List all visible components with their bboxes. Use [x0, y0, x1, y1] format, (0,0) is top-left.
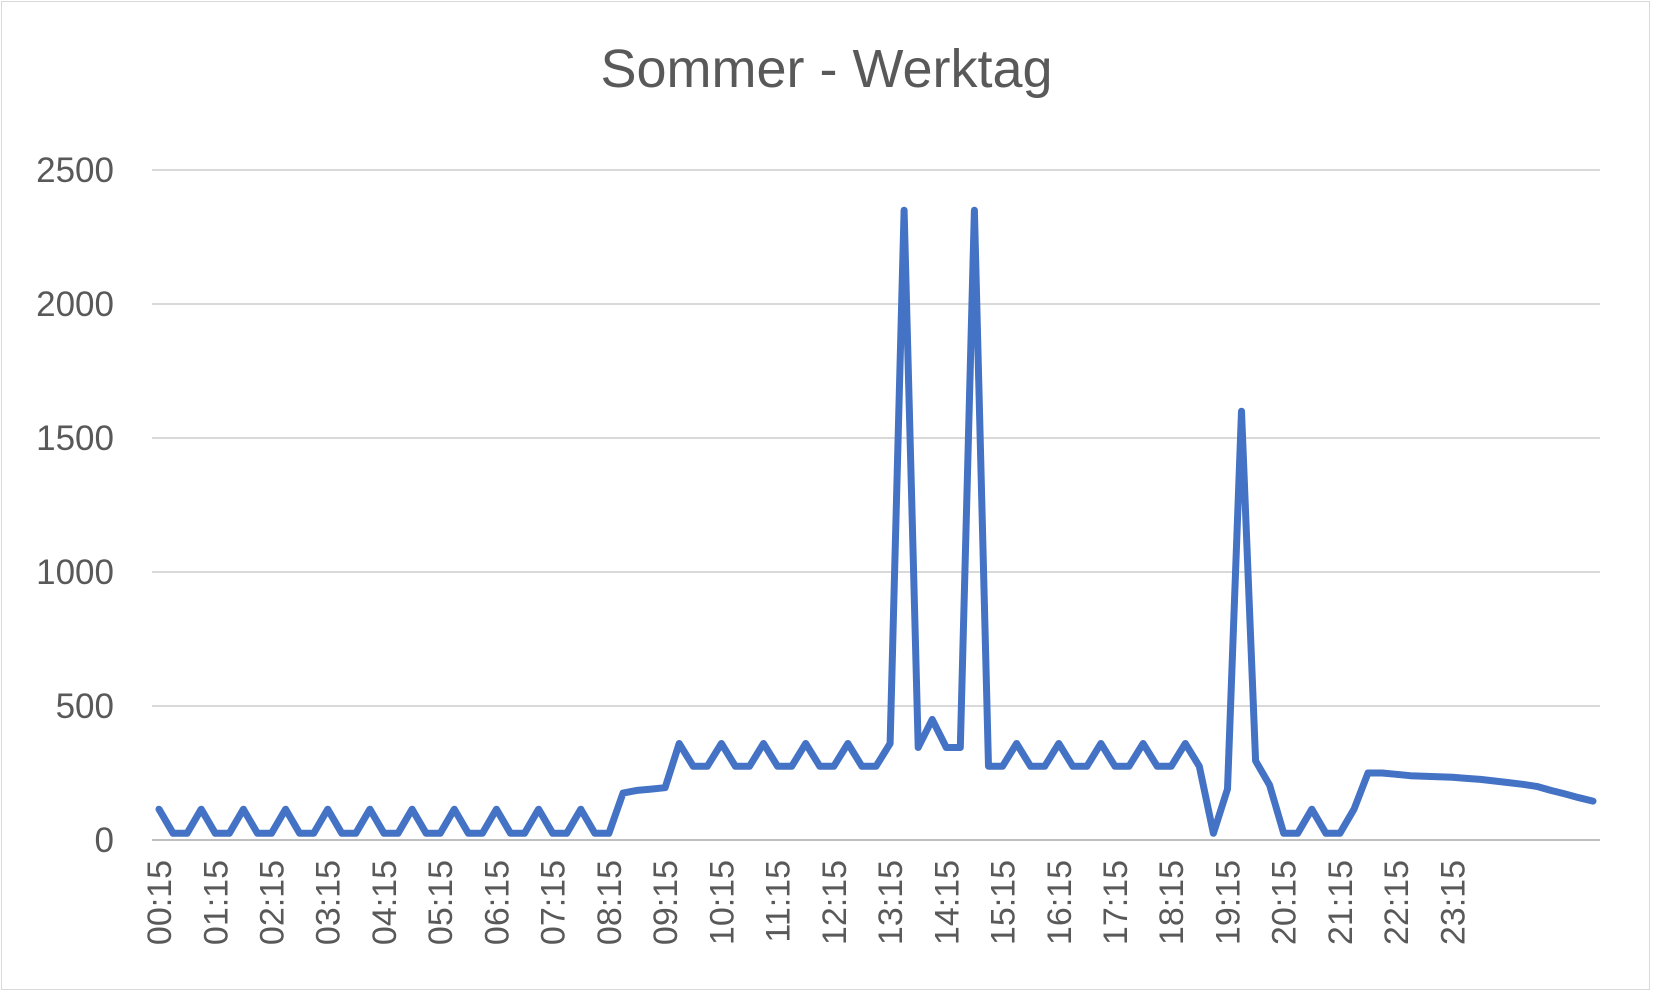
x-tick-label: 12:15 [816, 860, 854, 945]
x-tick-label: 13:15 [872, 860, 910, 945]
x-tick-label: 14:15 [928, 860, 966, 945]
y-tick-label: 1000 [36, 553, 114, 592]
y-tick-label: 1500 [36, 419, 114, 458]
y-tick-label: 2500 [36, 151, 114, 190]
x-tick-label: 18:15 [1153, 860, 1191, 945]
x-tick-label: 19:15 [1209, 860, 1247, 945]
x-tick-label: 10:15 [703, 860, 741, 945]
x-tick-label: 15:15 [985, 860, 1023, 945]
x-tick-label: 05:15 [422, 860, 460, 945]
x-tick-label: 22:15 [1378, 860, 1416, 945]
x-tick-label: 07:15 [535, 860, 573, 945]
x-tick-label: 06:15 [478, 860, 516, 945]
x-tick-label: 23:15 [1434, 860, 1472, 945]
y-tick-label: 2000 [36, 285, 114, 324]
chart-title: Sommer - Werktag [600, 39, 1053, 99]
x-tick-label: 02:15 [253, 860, 291, 945]
x-tick-label: 20:15 [1266, 860, 1304, 945]
x-tick-label: 04:15 [366, 860, 404, 945]
y-tick-label: 0 [95, 821, 114, 860]
x-tick-label: 00:15 [141, 860, 179, 945]
x-tick-label: 08:15 [591, 860, 629, 945]
x-tick-label: 11:15 [760, 860, 798, 943]
x-tick-label: 17:15 [1097, 860, 1135, 945]
y-tick-label: 500 [56, 687, 114, 726]
x-tick-label: 01:15 [197, 860, 235, 945]
x-tick-label: 21:15 [1322, 860, 1360, 945]
x-tick-label: 09:15 [647, 860, 685, 945]
x-tick-label: 16:15 [1041, 860, 1079, 945]
series-line [155, 206, 1597, 837]
x-tick-label: 03:15 [310, 860, 348, 945]
